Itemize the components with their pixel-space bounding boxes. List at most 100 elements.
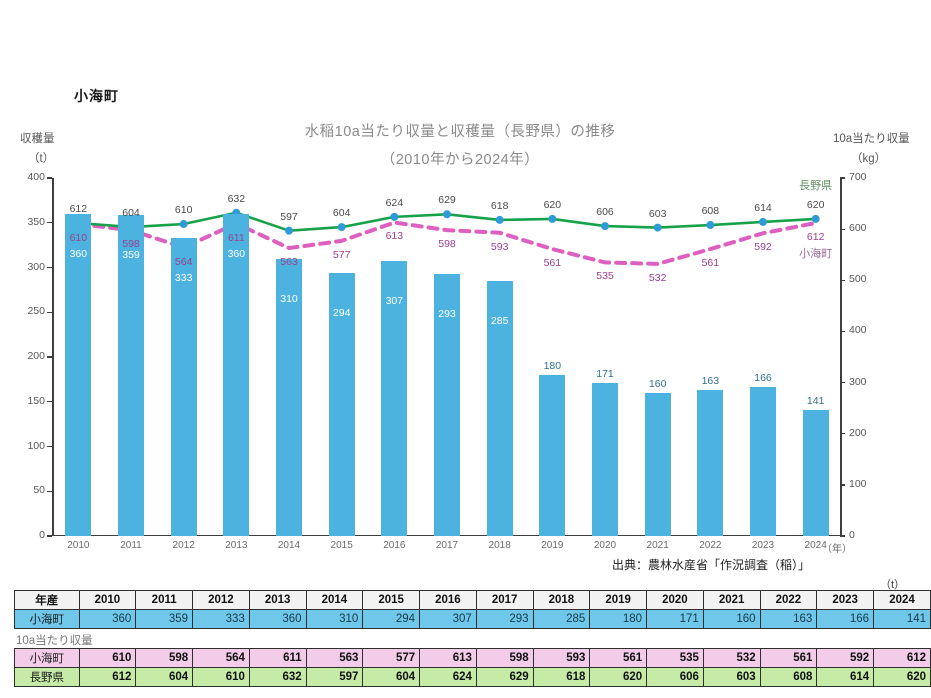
y-tick-label-left: 300: [27, 260, 45, 273]
y-tick-left: [47, 222, 52, 224]
line-marker[interactable]: [811, 214, 820, 223]
bar-value-label: 180: [543, 359, 562, 372]
series-label-koumi: 小海町: [799, 248, 833, 260]
table-cell: 141: [873, 609, 931, 629]
table-header-cell: 2010: [78, 590, 137, 610]
line-marker[interactable]: [285, 226, 293, 235]
line-marker[interactable]: [495, 215, 504, 224]
table-header-cell: 2014: [305, 590, 364, 610]
y-tick-left: [47, 401, 52, 403]
bar-value-label: 360: [227, 247, 246, 260]
line-marker[interactable]: [706, 221, 715, 230]
bar[interactable]: [697, 390, 724, 536]
bar-value-label: 171: [596, 367, 614, 380]
y-tick-left: [47, 445, 52, 448]
koumi-value-label: 610: [69, 232, 88, 245]
table-cell: 610: [192, 667, 250, 687]
right-axis-unit: （kg）: [851, 153, 887, 165]
table-header-cell: 2023: [816, 590, 875, 610]
page-title: 小海町: [74, 88, 119, 104]
table-cell: 598: [135, 648, 194, 668]
bar[interactable]: [592, 382, 618, 536]
table-cell: 561: [759, 648, 818, 668]
bar[interactable]: [802, 409, 829, 536]
table-cell: 611: [248, 648, 307, 668]
x-tick-label: 2024: [804, 540, 827, 551]
bar[interactable]: [118, 214, 144, 536]
table-header-cell: 2017: [475, 590, 534, 610]
koumi-value-label: 535: [596, 270, 614, 283]
bar[interactable]: [328, 272, 355, 536]
bar[interactable]: [486, 280, 513, 536]
harvest-table: 年産 2010 2011 2012 2013 2014 2015 2016 2017 2018 20…: [14, 590, 931, 629]
y-tick-left: [47, 356, 52, 358]
x-tick-label: 2023: [751, 540, 775, 551]
table-cell: 294: [362, 609, 421, 629]
bar[interactable]: [644, 392, 671, 536]
line-koumi[interactable]: [76, 220, 818, 266]
table-cell: 604: [362, 667, 421, 687]
table-cell: 166: [816, 609, 875, 629]
table-cell: 603: [702, 667, 761, 687]
x-tick-label: 2018: [488, 540, 511, 551]
bar[interactable]: [750, 387, 776, 536]
x-tick-label: 2010: [67, 540, 90, 551]
y-tick-label-right: 200: [849, 426, 867, 439]
nagano-value-label: 614: [754, 201, 772, 214]
table-cell: 333: [192, 609, 250, 629]
bar-value-label: 160: [648, 377, 667, 390]
table-cell: 632: [248, 667, 307, 687]
table-header-cell: 2013: [248, 590, 307, 610]
line-marker[interactable]: [390, 212, 399, 221]
line-marker[interactable]: [443, 210, 451, 219]
y-tick-label-right: 600: [849, 222, 867, 235]
bar[interactable]: [276, 258, 302, 536]
table-header-cell: 2011: [135, 590, 194, 610]
yield-table: 小海町 610 598 564 611 563 577 613 598 593 561 535 532 5…: [14, 648, 931, 687]
left-axis-caption: 収穫量: [20, 133, 55, 145]
x-tick-label: 2020: [593, 540, 617, 551]
y-tick-left: [47, 311, 52, 313]
bar[interactable]: [434, 273, 460, 536]
line-marker[interactable]: [653, 223, 662, 232]
source-note: 出典：農林水産省「作況調査（稲）」: [612, 558, 811, 572]
line-marker[interactable]: [601, 222, 609, 231]
line-marker[interactable]: [179, 220, 188, 229]
table-cell: 592: [816, 648, 875, 668]
x-tick-label: 2019: [541, 540, 564, 551]
table-cell: 610: [78, 648, 137, 668]
nagano-value-label: 604: [332, 207, 351, 220]
bar[interactable]: [65, 213, 92, 536]
line-marker[interactable]: [548, 214, 557, 223]
y-tick-right: [840, 228, 845, 230]
table-cell: 597: [305, 667, 364, 687]
table-header-cell: 2024: [873, 590, 931, 610]
bar[interactable]: [381, 261, 408, 536]
bar[interactable]: [170, 237, 197, 536]
y-tick-label-right: 400: [849, 324, 867, 337]
table-row: 小海町 610 598 564 611 563 577 613 598 593 561 535 532 5…: [14, 648, 931, 668]
y-tick-label-left: 250: [27, 305, 45, 318]
bar-value-label: 310: [280, 292, 298, 305]
bar[interactable]: [223, 213, 250, 536]
table-header-cell: 2012: [192, 590, 250, 610]
bar[interactable]: [539, 374, 566, 536]
koumi-value-label: 592: [754, 241, 772, 254]
x-tick-label: 2022: [699, 540, 722, 551]
line-marker[interactable]: [337, 223, 346, 232]
koumi-value-label: 611: [227, 231, 245, 244]
nagano-value-label: 606: [596, 206, 614, 219]
koumi-value-label: 612: [806, 231, 825, 243]
line-marker[interactable]: [759, 217, 767, 226]
chart-subtitle: （2010年から2024年）: [380, 152, 540, 168]
y-axis-right: [840, 178, 842, 536]
table-cell: 160: [702, 609, 761, 629]
nagano-value-label: 610: [174, 204, 193, 217]
x-tick-label: 2014: [277, 540, 301, 551]
table-cell: 360: [78, 609, 137, 629]
y-tick-right: [840, 177, 845, 179]
nagano-value-label: 597: [280, 210, 298, 223]
table-header-cell: 2018: [532, 590, 591, 610]
table-cell: 593: [532, 648, 591, 668]
